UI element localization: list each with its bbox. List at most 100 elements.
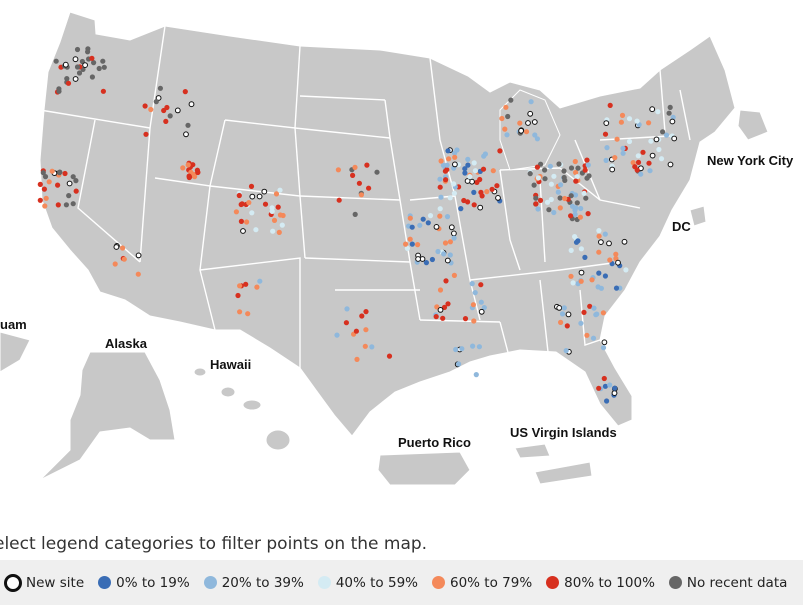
site-point-c20[interactable] bbox=[437, 176, 443, 182]
site-point-new[interactable] bbox=[183, 131, 189, 138]
site-point-c80[interactable] bbox=[350, 172, 356, 178]
site-point-c40[interactable] bbox=[574, 174, 580, 180]
site-point-c80[interactable] bbox=[444, 167, 450, 173]
site-point-c60[interactable] bbox=[438, 158, 444, 164]
site-point-new[interactable] bbox=[603, 120, 610, 126]
site-point-new[interactable] bbox=[451, 230, 457, 237]
site-point-c80[interactable] bbox=[163, 118, 169, 124]
site-point-c20[interactable] bbox=[482, 151, 488, 157]
site-point-c80[interactable] bbox=[581, 309, 587, 315]
site-point-c40[interactable] bbox=[249, 210, 255, 216]
site-point-nd[interactable] bbox=[42, 174, 49, 180]
site-point-c60[interactable] bbox=[180, 165, 186, 171]
site-point-c0[interactable] bbox=[582, 254, 588, 260]
site-point-new[interactable] bbox=[556, 305, 563, 311]
site-point-c0[interactable] bbox=[465, 162, 471, 168]
site-point-c20[interactable] bbox=[444, 162, 450, 168]
site-point-nd[interactable] bbox=[167, 113, 173, 119]
site-point-new[interactable] bbox=[477, 204, 484, 211]
site-point-new[interactable] bbox=[433, 224, 440, 230]
site-point-new[interactable] bbox=[653, 136, 660, 143]
site-point-c80[interactable] bbox=[62, 170, 68, 177]
site-point-c20[interactable] bbox=[590, 335, 597, 341]
site-point-c60[interactable] bbox=[112, 261, 118, 267]
site-point-c20[interactable] bbox=[603, 157, 609, 163]
site-point-c80[interactable] bbox=[55, 202, 61, 208]
site-point-c0[interactable] bbox=[471, 189, 477, 195]
site-point-new[interactable] bbox=[261, 188, 268, 195]
site-point-c80[interactable] bbox=[568, 213, 574, 219]
site-point-c20[interactable] bbox=[441, 251, 447, 257]
site-point-c80[interactable] bbox=[37, 181, 43, 187]
site-point-c80[interactable] bbox=[236, 192, 242, 199]
site-point-c40[interactable] bbox=[437, 206, 443, 212]
site-point-c60[interactable] bbox=[442, 240, 449, 246]
site-point-c40[interactable] bbox=[655, 109, 661, 115]
site-point-c20[interactable] bbox=[481, 305, 487, 311]
site-point-c60[interactable] bbox=[42, 203, 48, 209]
site-point-c60[interactable] bbox=[403, 241, 409, 247]
site-point-c80[interactable] bbox=[239, 201, 245, 207]
site-point-c80[interactable] bbox=[634, 167, 640, 173]
site-point-c40[interactable] bbox=[404, 245, 410, 251]
site-point-new[interactable] bbox=[240, 228, 246, 234]
legend-20-39[interactable]: 20% to 39% bbox=[203, 575, 304, 591]
site-point-new[interactable] bbox=[464, 178, 471, 184]
site-point-new[interactable] bbox=[444, 257, 451, 264]
site-point-c0[interactable] bbox=[423, 260, 429, 266]
site-point-c20[interactable] bbox=[551, 209, 557, 216]
site-point-c80[interactable] bbox=[363, 309, 369, 315]
site-point-c60[interactable] bbox=[584, 332, 590, 338]
site-point-c60[interactable] bbox=[517, 120, 523, 126]
site-point-nd[interactable] bbox=[40, 170, 46, 176]
site-point-nd[interactable] bbox=[53, 58, 59, 64]
site-point-c80[interactable] bbox=[489, 186, 495, 192]
site-point-c40[interactable] bbox=[634, 118, 640, 124]
site-point-c20[interactable] bbox=[444, 214, 451, 220]
site-point-c20[interactable] bbox=[504, 132, 510, 138]
site-point-c40[interactable] bbox=[658, 156, 665, 162]
site-point-c80[interactable] bbox=[480, 166, 487, 172]
site-point-c60[interactable] bbox=[49, 168, 55, 174]
site-point-c60[interactable] bbox=[135, 271, 141, 277]
site-point-nd[interactable] bbox=[76, 70, 83, 76]
site-point-c60[interactable] bbox=[568, 273, 574, 279]
site-point-nd[interactable] bbox=[352, 211, 358, 217]
site-point-c80[interactable] bbox=[41, 186, 48, 192]
site-point-new[interactable] bbox=[478, 308, 485, 315]
site-point-c60[interactable] bbox=[613, 255, 619, 262]
site-point-c60[interactable] bbox=[578, 278, 584, 284]
site-point-c20[interactable] bbox=[440, 162, 446, 168]
site-point-new[interactable] bbox=[66, 180, 73, 187]
site-point-nd[interactable] bbox=[561, 174, 567, 181]
site-point-new[interactable] bbox=[609, 166, 616, 173]
site-point-c80[interactable] bbox=[478, 282, 484, 288]
site-point-new[interactable] bbox=[452, 161, 458, 168]
site-point-c60[interactable] bbox=[618, 119, 625, 125]
site-point-c40[interactable] bbox=[270, 228, 276, 234]
site-point-c80[interactable] bbox=[336, 197, 342, 203]
site-point-new[interactable] bbox=[249, 193, 256, 200]
site-point-c40[interactable] bbox=[623, 267, 629, 273]
site-point-new[interactable] bbox=[448, 224, 455, 231]
site-point-c60[interactable] bbox=[237, 309, 243, 315]
site-point-nd[interactable] bbox=[542, 167, 548, 173]
site-point-c60[interactable] bbox=[407, 236, 413, 242]
site-point-c20[interactable] bbox=[602, 231, 608, 237]
site-point-c60[interactable] bbox=[121, 256, 127, 262]
site-point-c60[interactable] bbox=[446, 156, 452, 162]
site-point-c60[interactable] bbox=[245, 311, 251, 317]
site-point-c60[interactable] bbox=[619, 112, 626, 118]
site-point-nd[interactable] bbox=[74, 46, 81, 53]
site-point-c0[interactable] bbox=[602, 383, 609, 389]
site-point-c20[interactable] bbox=[470, 343, 476, 349]
site-point-c60[interactable] bbox=[354, 356, 360, 362]
site-point-c20[interactable] bbox=[604, 145, 610, 151]
site-point-new[interactable] bbox=[72, 76, 79, 82]
site-point-c60[interactable] bbox=[600, 310, 607, 316]
site-point-c20[interactable] bbox=[547, 163, 554, 169]
site-point-nd[interactable] bbox=[505, 113, 511, 120]
site-point-c20[interactable] bbox=[595, 284, 601, 290]
site-point-nd[interactable] bbox=[70, 174, 76, 180]
site-point-c20[interactable] bbox=[417, 222, 423, 228]
